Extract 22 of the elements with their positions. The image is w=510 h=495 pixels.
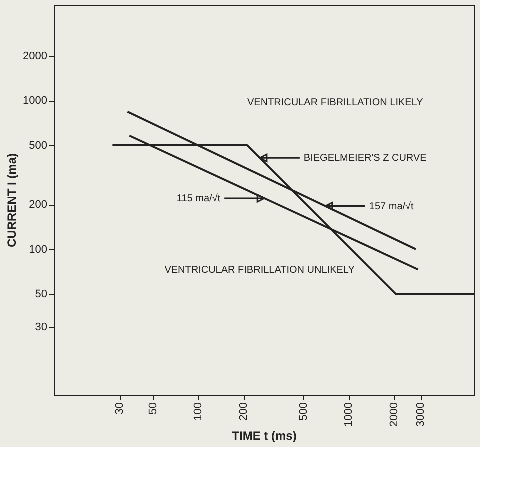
y-tick-label: 30 — [35, 322, 48, 334]
x-tick-label: 50 — [147, 402, 160, 415]
x-tick-label: 200 — [238, 402, 250, 421]
y-tick-label: 50 — [35, 288, 48, 301]
x-tick-label: 30 — [114, 402, 126, 415]
x-tick-label: 500 — [298, 402, 310, 421]
y-axis-title: CURRENT I (ma) — [5, 153, 20, 248]
x-tick-label: 2000 — [388, 402, 401, 427]
x-tick-label: 100 — [192, 402, 205, 421]
annotation: BIEGELMEIER'S Z CURVE — [304, 153, 428, 164]
annotation: 115 ma/√t — [176, 194, 221, 204]
annotation: 157 ma/√t — [369, 201, 414, 212]
x-axis-title: TIME t (ms) — [232, 428, 297, 443]
annotation: VENTRICULAR FIBRILLATION UNLIKELY — [164, 265, 356, 276]
y-tick-label: 1000 — [23, 95, 48, 108]
y-tick-label: 100 — [29, 244, 48, 256]
annotation: VENTRICULAR FIBRILLATION LIKELY — [248, 98, 424, 108]
x-tick-label: 1000 — [343, 402, 356, 427]
y-tick-label: 200 — [29, 199, 48, 212]
y-tick-label: 500 — [29, 140, 48, 152]
y-tick-label: 2000 — [23, 50, 48, 62]
x-tick-label: 3000 — [415, 402, 428, 427]
